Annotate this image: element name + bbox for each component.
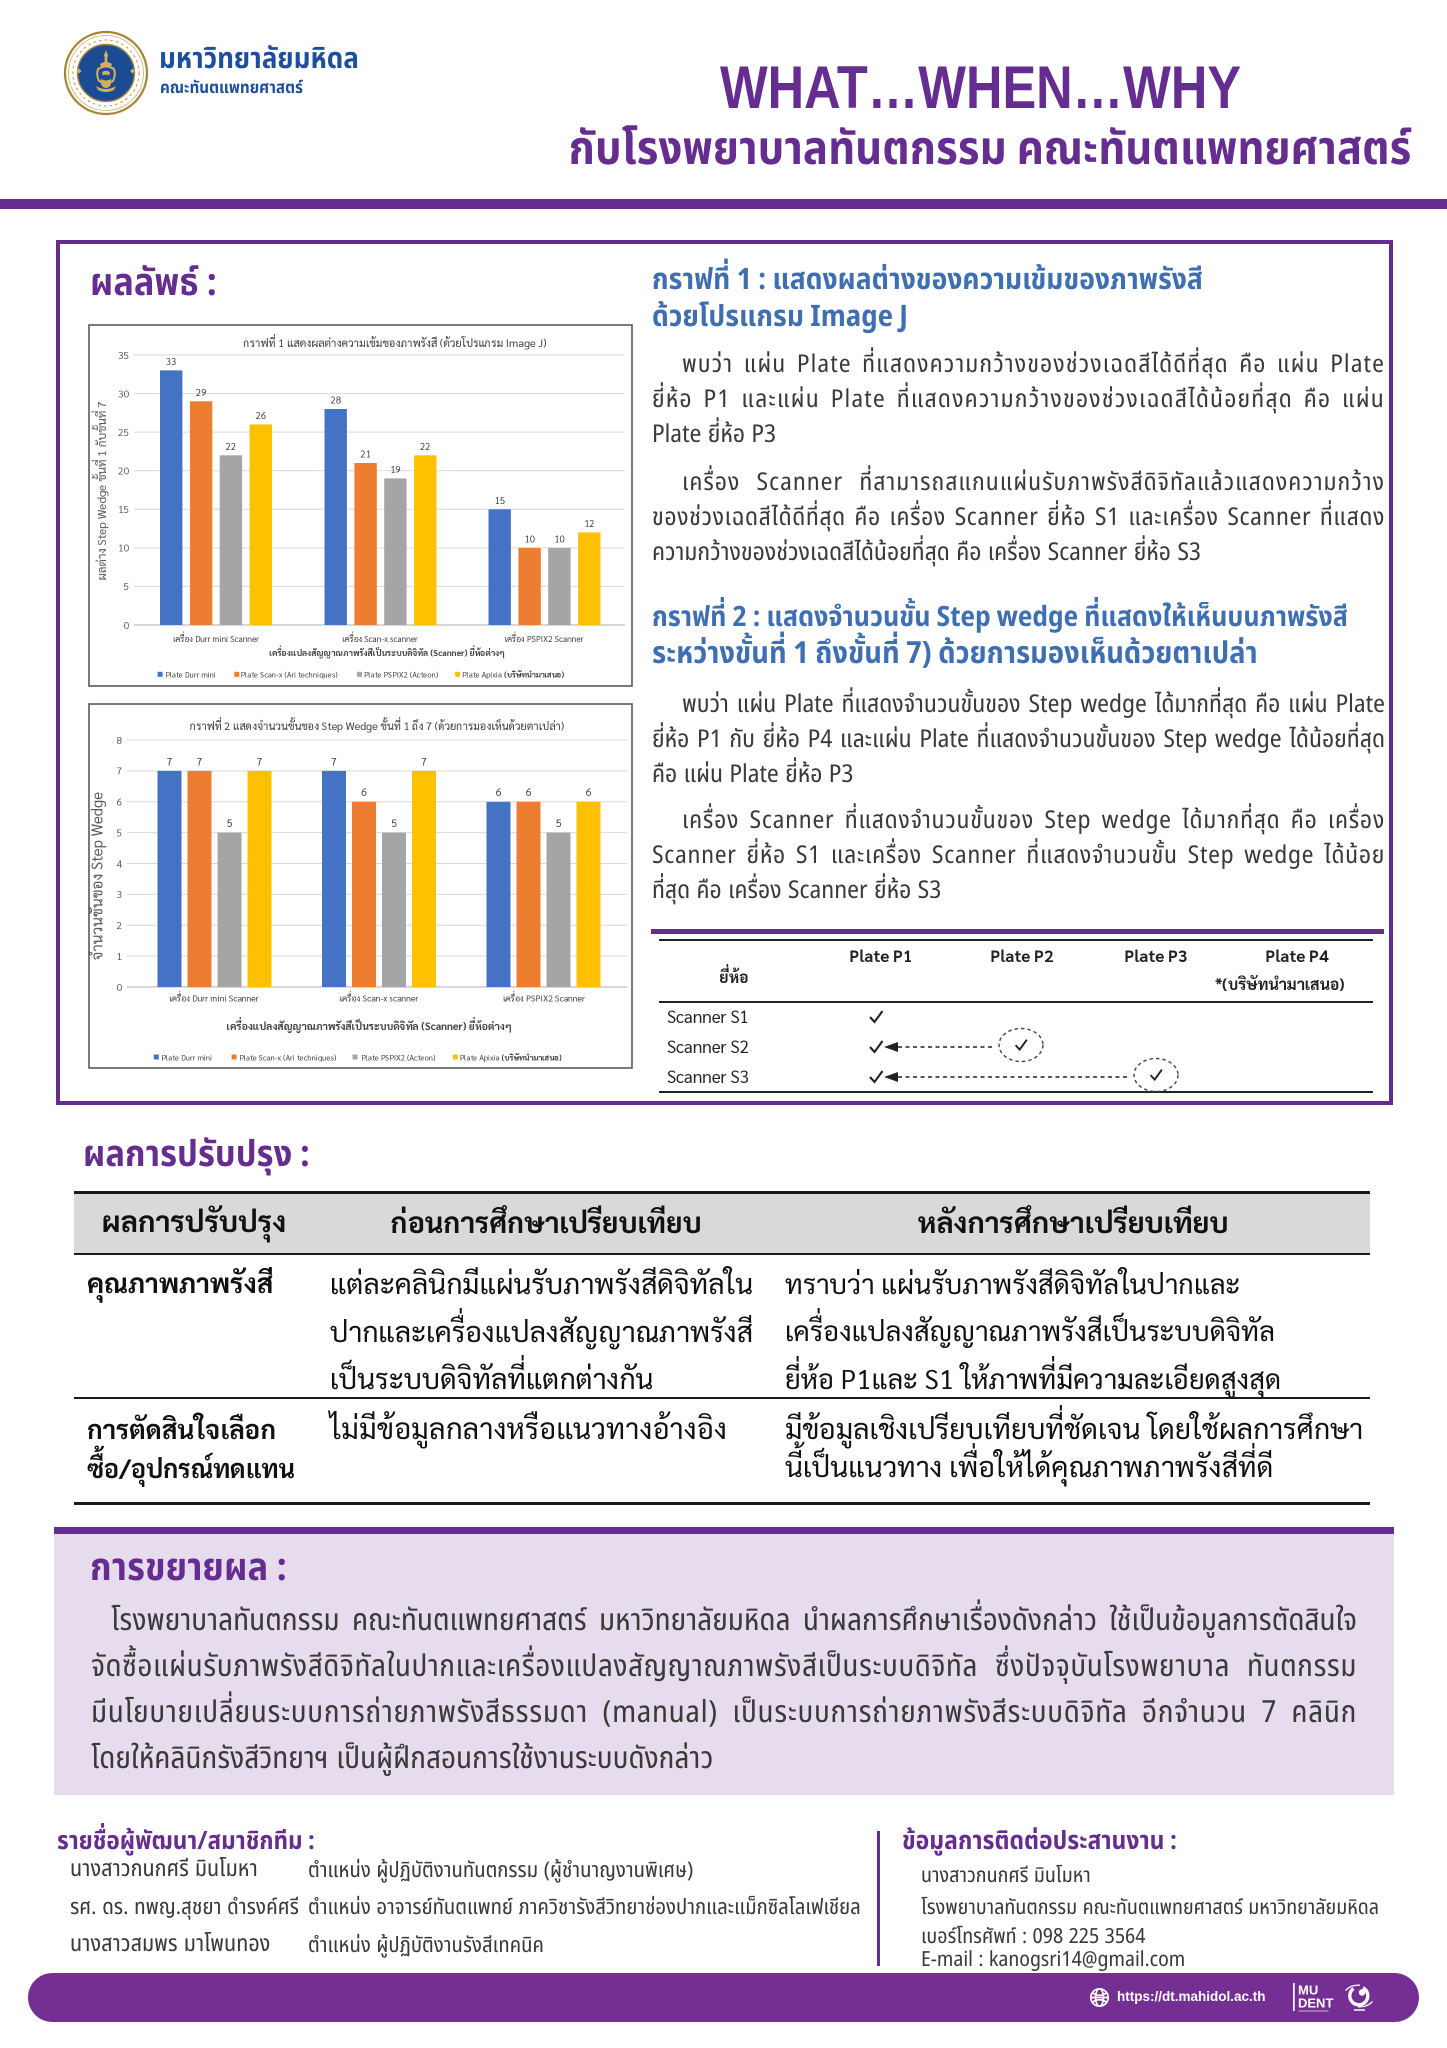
svg-text:6: 6 [526, 786, 532, 799]
svg-text:Plate Durr mini: Plate Durr mini [165, 670, 216, 680]
svg-text:19: 19 [390, 464, 400, 476]
svg-text:20: 20 [118, 465, 129, 478]
svg-text:6: 6 [496, 786, 502, 799]
svg-text:Plate Apixia (บริษัทนำมาเสนอ): Plate Apixia (บริษัทนำมาเสนอ) [462, 668, 564, 679]
svg-text:จำนวนขั้นของ Step Wedge: จำนวนขั้นของ Step Wedge [88, 792, 107, 960]
svg-text:15: 15 [118, 503, 129, 516]
svg-text:เครื่อง Scan-x scanner: เครื่อง Scan-x scanner [340, 990, 419, 1005]
svg-text:ผลต่าง Step Wedge ขั้นที่ 1 กั: ผลต่าง Step Wedge ขั้นที่ 1 กับขั้นที่ 7 [91, 401, 109, 580]
svg-text:4: 4 [117, 857, 123, 870]
svg-text:10: 10 [554, 533, 564, 545]
svg-text:เครื่อง Scan-x scanner: เครื่อง Scan-x scanner [342, 632, 418, 644]
svg-text:1: 1 [117, 950, 123, 963]
svg-text:22: 22 [420, 441, 431, 453]
svg-text:5: 5 [227, 817, 233, 830]
svg-text:3: 3 [117, 888, 123, 901]
svg-text:MU: MU [1298, 1983, 1318, 1998]
svg-text:Plate Scan-x (Ari techniques): Plate Scan-x (Ari techniques) [239, 1053, 336, 1063]
svg-text:33: 33 [166, 356, 176, 368]
svg-text:0: 0 [117, 981, 123, 994]
svg-text:6: 6 [361, 786, 367, 799]
svg-text:Plate Apixia (บริษัทนำมาเสนอ): Plate Apixia (บริษัทนำมาเสนอ) [460, 1051, 562, 1062]
svg-text:7: 7 [167, 755, 173, 768]
svg-text:กราฟที่ 2 แสดงจำนวนขั้นของ St: กราฟที่ 2 แสดงจำนวนขั้นของ Step Wedge ขั… [190, 715, 564, 733]
svg-text:35: 35 [118, 349, 129, 362]
svg-text:5: 5 [556, 817, 562, 830]
svg-text:15: 15 [494, 495, 504, 507]
svg-text:6: 6 [586, 786, 592, 799]
svg-text:กราฟที่ 1 แสดงผลต่างความเข้มขอ: กราฟที่ 1 แสดงผลต่างความเข้มของภาพรังสี … [243, 332, 546, 350]
svg-text:30: 30 [118, 387, 129, 400]
svg-text:26: 26 [256, 410, 266, 422]
svg-text:เครื่อง PSPIX2 Scanner: เครื่อง PSPIX2 Scanner [503, 990, 585, 1005]
svg-text:6: 6 [117, 796, 123, 809]
svg-text:10: 10 [524, 533, 534, 545]
svg-text:29: 29 [196, 387, 206, 399]
svg-text:เครื่อง Durr mini Scanner: เครื่อง Durr mini Scanner [173, 632, 259, 644]
svg-text:7: 7 [117, 765, 123, 778]
svg-text:21: 21 [360, 449, 370, 461]
svg-text:7: 7 [331, 755, 337, 768]
svg-text:7: 7 [421, 755, 427, 768]
svg-text:2: 2 [117, 919, 123, 932]
svg-text:8: 8 [117, 734, 123, 747]
svg-text:22: 22 [226, 441, 237, 453]
svg-text:7: 7 [197, 755, 203, 768]
svg-text:เครื่อง PSPIX2 Scanner: เครื่อง PSPIX2 Scanner [504, 632, 583, 644]
svg-text:DENT: DENT [1298, 1996, 1333, 2011]
svg-text:5: 5 [391, 817, 397, 830]
svg-text:12: 12 [584, 518, 595, 530]
svg-text:Plate PSPIX2 (Acteon): Plate PSPIX2 (Acteon) [364, 670, 439, 680]
svg-text:เครื่อง Durr mini Scanner: เครื่อง Durr mini Scanner [169, 990, 259, 1005]
svg-text:5: 5 [124, 580, 130, 593]
svg-text:10: 10 [118, 542, 129, 555]
svg-text:5: 5 [117, 826, 123, 839]
svg-text:เครื่องแปลงสัญญาณภาพรังสีเป็นร: เครื่องแปลงสัญญาณภาพรังสีเป็นระบบดิจิทัล… [269, 644, 505, 659]
svg-text:เครื่องแปลงสัญญาณภาพรังสีเป็นร: เครื่องแปลงสัญญาณภาพรังสีเป็นระบบดิจิทัล… [226, 1018, 511, 1033]
svg-text:7: 7 [257, 755, 263, 768]
svg-text:0: 0 [124, 619, 130, 632]
svg-text:25: 25 [118, 426, 129, 439]
svg-text:28: 28 [330, 395, 340, 407]
svg-text:Plate PSPIX2 (Acteon): Plate PSPIX2 (Acteon) [361, 1053, 436, 1063]
svg-text:Plate Durr mini: Plate Durr mini [161, 1053, 212, 1063]
svg-text:Plate Scan-x (Ari techniques): Plate Scan-x (Ari techniques) [241, 670, 338, 680]
